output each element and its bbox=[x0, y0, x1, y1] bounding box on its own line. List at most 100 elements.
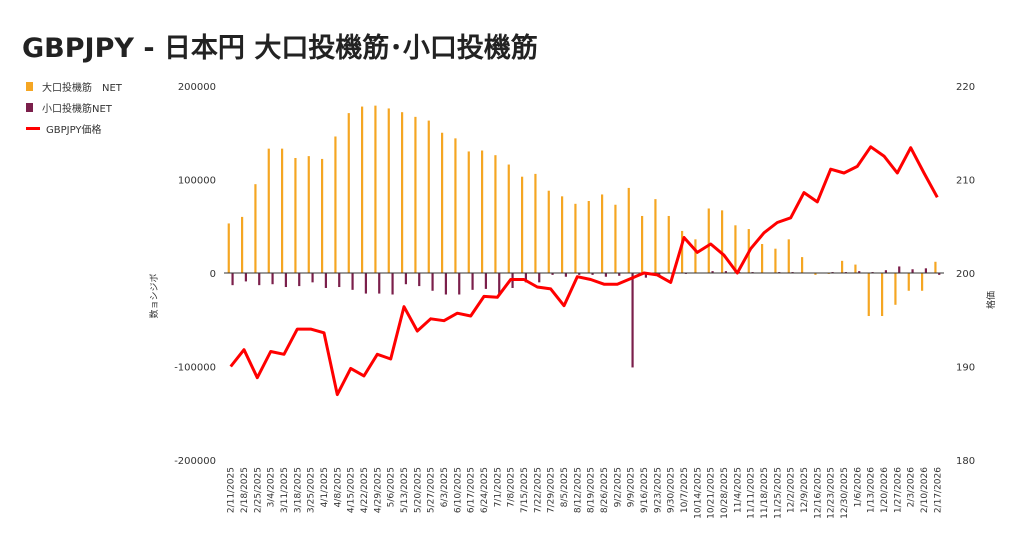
bar-large bbox=[321, 158, 324, 273]
bar-large bbox=[294, 157, 297, 273]
legend: 大口投機筋 NET 小口投機筋NET GBPJPY価格 bbox=[26, 76, 122, 139]
bar-small bbox=[458, 273, 461, 295]
legend-swatch-large bbox=[26, 82, 33, 91]
bar-large bbox=[667, 215, 670, 273]
x-tick-label: 4/15/2025 bbox=[347, 467, 357, 513]
bar-large bbox=[307, 156, 310, 273]
x-tick-label: 10/21/2025 bbox=[707, 467, 717, 519]
bar-small bbox=[258, 273, 261, 286]
bar-large bbox=[907, 273, 910, 291]
legend-swatch-price bbox=[26, 127, 40, 130]
bar-large bbox=[414, 116, 417, 273]
bar-large bbox=[894, 273, 897, 305]
x-tick-label: 4/1/2025 bbox=[320, 467, 330, 507]
bar-large bbox=[507, 164, 510, 273]
x-tick-label: 9/2/2025 bbox=[613, 467, 623, 507]
bar-small bbox=[604, 273, 607, 277]
bar-small bbox=[418, 273, 421, 287]
left-axis: 200000 100000 0 -100000 -200000 bbox=[174, 82, 216, 467]
bar-small bbox=[431, 273, 434, 291]
bar-small bbox=[724, 271, 727, 273]
bar-large bbox=[787, 239, 790, 273]
x-tick-label: 2/18/2025 bbox=[240, 467, 250, 513]
bar-large bbox=[641, 215, 644, 273]
bar-large bbox=[401, 112, 404, 274]
x-tick-label: 12/2/2025 bbox=[787, 467, 797, 513]
bar-large bbox=[427, 120, 430, 273]
bar-large bbox=[361, 106, 364, 273]
x-tick-label: 5/27/2025 bbox=[427, 467, 437, 513]
x-tick-label: 12/16/2025 bbox=[813, 467, 823, 519]
chart-title: GBPJPY - 日本円 大口投機筋･小口投機筋 bbox=[22, 33, 538, 64]
right-tick-label: 200 bbox=[956, 269, 975, 280]
x-tick-label: 8/19/2025 bbox=[587, 467, 597, 513]
bar-large bbox=[521, 176, 524, 273]
bar-large bbox=[707, 208, 710, 273]
x-tick-label: 12/30/2025 bbox=[840, 467, 850, 519]
bar-small bbox=[551, 273, 554, 275]
bar-large bbox=[627, 187, 630, 273]
x-tick-label: 10/7/2025 bbox=[680, 467, 690, 513]
x-tick-label: 12/23/2025 bbox=[827, 467, 837, 519]
bar-large bbox=[587, 201, 590, 273]
y-axis-label-left: 数ョシジボ bbox=[148, 273, 160, 318]
left-tick-label: -200000 bbox=[174, 456, 216, 467]
x-tick-label: 11/25/2025 bbox=[773, 467, 783, 519]
bar-small bbox=[924, 268, 927, 273]
bar-small bbox=[231, 273, 234, 286]
x-tick-label: 9/30/2025 bbox=[667, 467, 677, 513]
bar-small bbox=[338, 273, 341, 288]
bar-large bbox=[547, 190, 550, 273]
bar-small bbox=[364, 273, 367, 294]
left-tick-label: 100000 bbox=[178, 176, 216, 187]
x-tick-label: 1/6/2026 bbox=[853, 467, 863, 508]
bar-large bbox=[281, 148, 284, 273]
x-tick-label: 6/17/2025 bbox=[467, 467, 477, 513]
x-tick-label: 3/11/2025 bbox=[280, 467, 290, 513]
y-axis-label-right: 格価 bbox=[985, 291, 997, 309]
bar-small bbox=[618, 273, 621, 276]
bar-small bbox=[324, 273, 327, 288]
right-axis: 220 210 200 190 180 bbox=[956, 82, 975, 467]
x-tick-label: 5/13/2025 bbox=[400, 467, 410, 513]
bar-small bbox=[244, 273, 247, 282]
bar-large bbox=[347, 113, 350, 274]
x-tick-label: 8/26/2025 bbox=[600, 467, 610, 513]
x-tick-label: 7/1/2025 bbox=[493, 467, 503, 507]
bar-large bbox=[561, 196, 564, 273]
bar-large bbox=[601, 194, 604, 273]
legend-label-large: 大口投機筋 NET bbox=[42, 83, 122, 94]
x-tick-label: 6/10/2025 bbox=[453, 467, 463, 513]
bar-small bbox=[298, 273, 301, 287]
bar-small bbox=[898, 266, 901, 273]
bar-large bbox=[441, 132, 444, 273]
x-tick-label: 4/29/2025 bbox=[373, 467, 383, 513]
bar-large bbox=[694, 239, 697, 273]
x-tick-label: 11/4/2025 bbox=[733, 467, 743, 513]
bar-large bbox=[867, 273, 870, 317]
legend-label-price: GBPJPY価格 bbox=[46, 125, 102, 136]
price-line bbox=[229, 145, 939, 397]
x-tick-label: 10/14/2025 bbox=[693, 467, 703, 519]
bar-large bbox=[267, 148, 270, 273]
x-tick-label: 10/28/2025 bbox=[720, 467, 730, 519]
x-tick-label: 9/9/2025 bbox=[627, 467, 637, 507]
bar-small bbox=[391, 273, 394, 295]
bar-large bbox=[534, 173, 537, 273]
x-tick-label: 9/23/2025 bbox=[653, 467, 663, 513]
left-tick-label: 0 bbox=[210, 269, 216, 280]
bar-large bbox=[881, 273, 884, 317]
bar-small bbox=[471, 273, 474, 290]
x-tick-label: 2/11/2025 bbox=[227, 467, 237, 513]
bar-small bbox=[284, 273, 287, 288]
bar-large bbox=[387, 108, 390, 273]
bar-large bbox=[254, 184, 257, 273]
x-tick-label: 3/25/2025 bbox=[307, 467, 317, 513]
right-tick-label: 210 bbox=[956, 176, 975, 187]
x-tick-label: 7/29/2025 bbox=[547, 467, 557, 513]
legend-swatch-small bbox=[26, 103, 33, 112]
x-tick-label: 8/5/2025 bbox=[560, 467, 570, 507]
bar-small bbox=[578, 273, 581, 275]
bar-large bbox=[227, 223, 230, 273]
